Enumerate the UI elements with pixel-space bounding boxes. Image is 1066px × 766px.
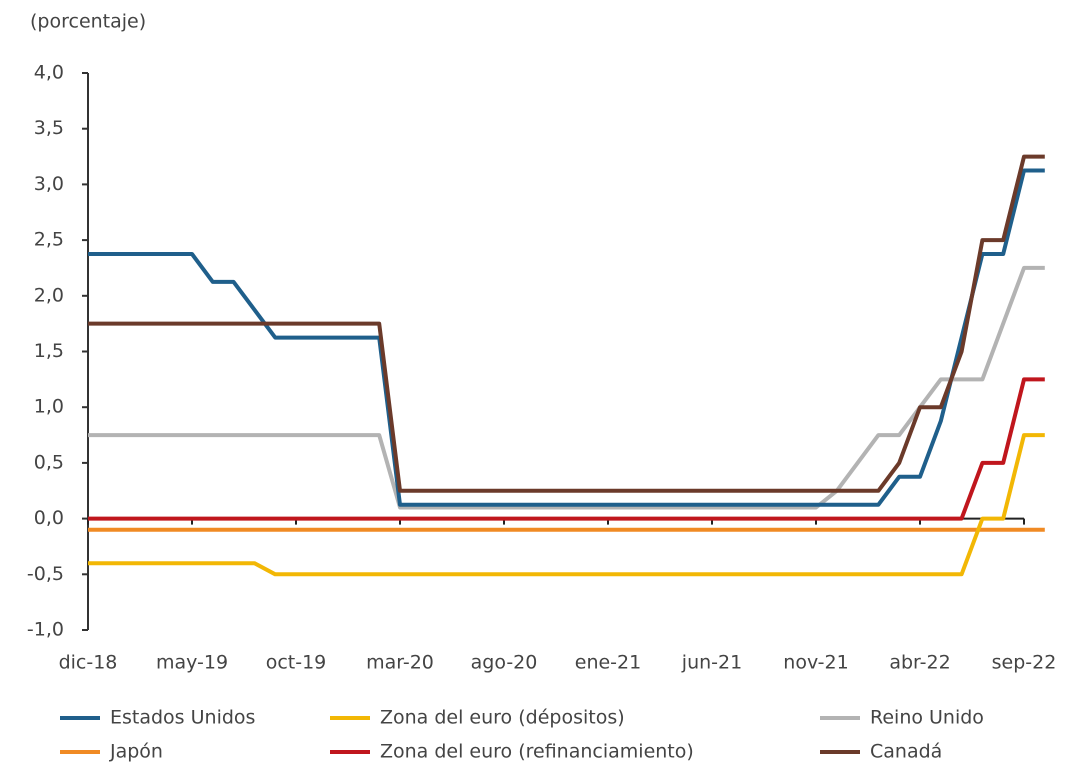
y-tick-label: 3,5: [34, 117, 64, 139]
y-tick-label: 2,5: [34, 229, 64, 251]
y-axis-label: (porcentaje): [30, 11, 146, 33]
series-line: [88, 154, 1045, 493]
x-tick-label: mar-20: [366, 652, 434, 674]
series-line: [88, 265, 1045, 510]
series-line: [88, 377, 1045, 521]
x-tick-label: oct-19: [266, 652, 327, 674]
legend-label: Zona del euro (dépositos): [380, 707, 625, 729]
y-tick-label: 0,5: [34, 451, 64, 473]
x-tick-label: nov-21: [783, 652, 848, 674]
series-line: [88, 168, 1045, 507]
y-tick-label: 3,0: [34, 173, 64, 195]
x-tick-label: jun-21: [681, 652, 742, 674]
x-tick-label: abr-22: [889, 652, 950, 674]
y-tick-label: 1,5: [34, 340, 64, 362]
legend-label: Japón: [109, 741, 163, 763]
y-tick-label: 0,0: [34, 507, 64, 529]
x-tick-label: ago-20: [471, 652, 538, 674]
legend-label: Zona del euro (refinanciamiento): [380, 741, 694, 763]
x-tick-label: dic-18: [59, 652, 118, 674]
y-tick-label: 4,0: [34, 62, 64, 84]
series-line: [88, 433, 1045, 577]
y-tick-label: 2,0: [34, 284, 64, 306]
legend-label: Reino Unido: [870, 707, 984, 729]
y-tick-label: -0,5: [27, 563, 64, 585]
y-tick-label: -1,0: [27, 619, 64, 641]
legend-label: Canadá: [870, 741, 942, 763]
legend-label: Estados Unidos: [110, 707, 255, 729]
y-tick-label: 1,0: [34, 396, 64, 418]
x-tick-label: ene-21: [575, 652, 641, 674]
x-tick-label: may-19: [156, 652, 228, 674]
x-tick-label: sep-22: [992, 652, 1057, 674]
